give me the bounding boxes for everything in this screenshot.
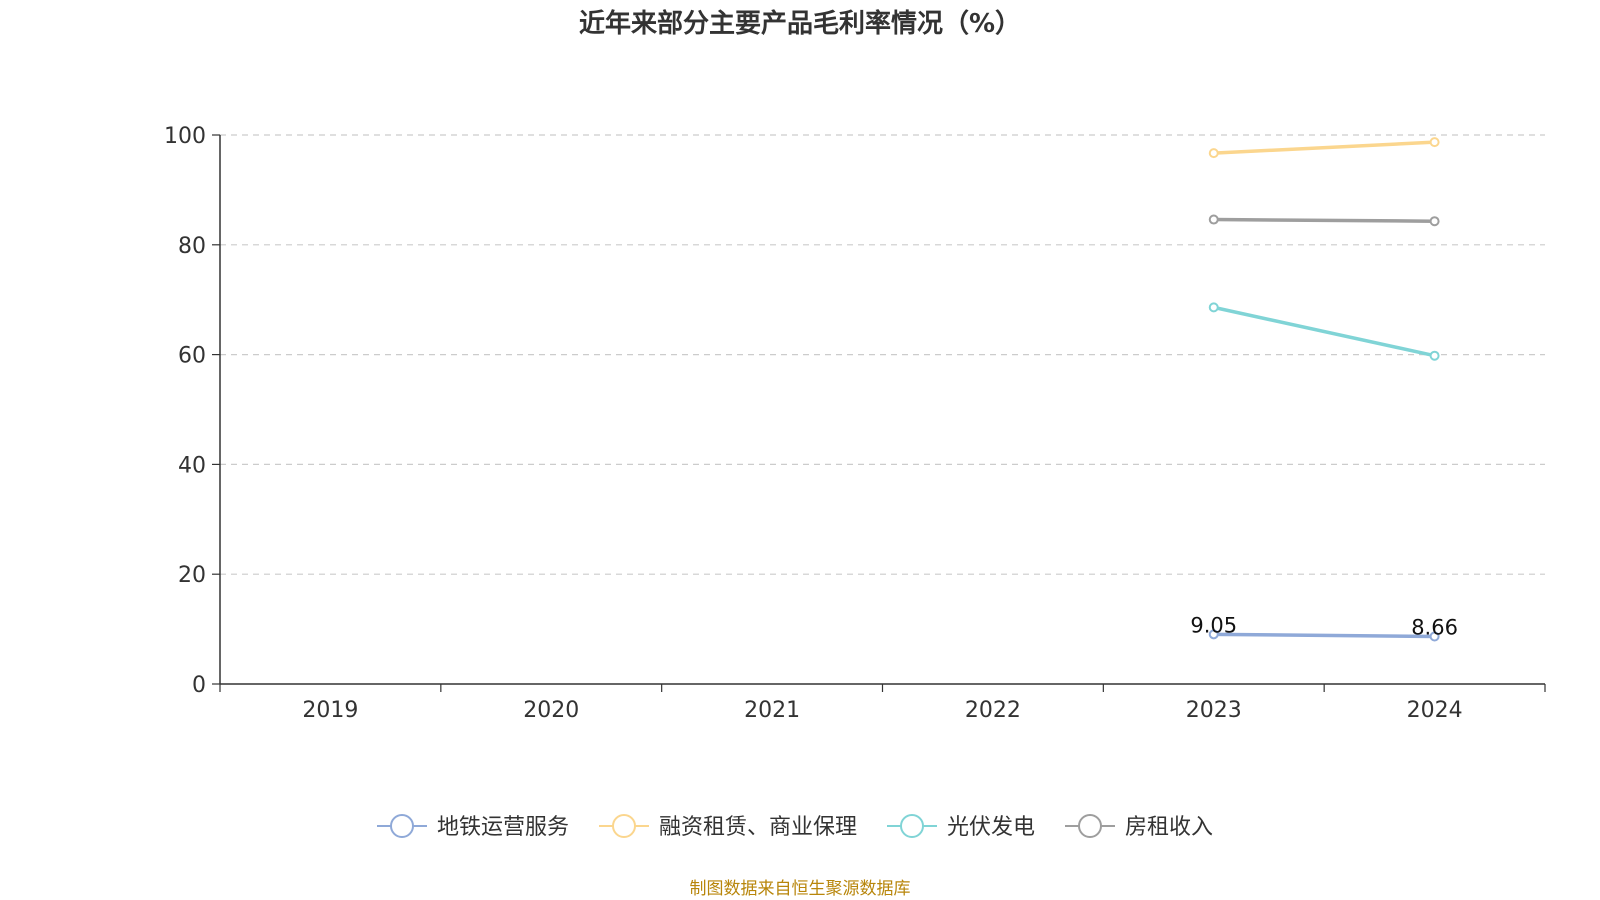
data-point-3-2023[interactable]: [1208, 214, 1219, 225]
y-tick-label-0: 0: [192, 673, 206, 698]
legend-swatch-marker-2: [900, 814, 924, 838]
series-group: 9.05 8.66: [1190, 137, 1458, 642]
data-point-2-2023[interactable]: [1208, 302, 1219, 313]
y-tick-label-80: 80: [178, 234, 206, 259]
series-1: [1208, 137, 1440, 159]
y-tick-label-20: 20: [178, 563, 206, 588]
y-tick-label-100: 100: [164, 124, 206, 149]
legend-swatch-marker-1: [612, 814, 636, 838]
axes: 0 20 40 60 80 100 2019 2020 2021 2022 2023 2024: [164, 124, 1546, 723]
legend-item-0[interactable]: 地铁运营服务: [377, 814, 569, 840]
series-line-3: [1213, 217, 1435, 223]
data-point-3-2024[interactable]: [1429, 216, 1440, 227]
legend-item-2[interactable]: 光伏发电: [887, 814, 1035, 840]
data-label-0-2024: 8.66: [1411, 615, 1458, 639]
x-tick-label-2020: 2020: [523, 698, 579, 723]
data-label-0-2023: 9.05: [1190, 613, 1237, 637]
x-tick-label-2019: 2019: [302, 698, 358, 723]
y-tick-label-60: 60: [178, 344, 206, 369]
legend-label-0: 地铁运营服务: [437, 815, 569, 840]
chart-title: 近年来部分主要产品毛利率情况（%）: [579, 8, 1021, 39]
legend-item-3[interactable]: 房租收入: [1065, 814, 1213, 840]
series-0: 9.05 8.66: [1190, 613, 1458, 642]
source-note: 制图数据来自恒生聚源数据库: [690, 879, 911, 899]
legend-item-1[interactable]: 融资租赁、商业保理: [599, 814, 857, 840]
legend-label-3: 房租收入: [1125, 815, 1213, 840]
series-line-1: [1213, 140, 1435, 155]
x-tick-label-2024: 2024: [1407, 698, 1463, 723]
data-point-2-2024[interactable]: [1429, 350, 1440, 361]
legend-label-2: 光伏发电: [947, 815, 1035, 840]
series-2: [1208, 302, 1440, 361]
data-point-1-2024[interactable]: [1429, 137, 1440, 148]
data-point-1-2023[interactable]: [1208, 148, 1219, 159]
series-line-0: [1213, 632, 1435, 639]
series-3: [1208, 214, 1440, 227]
grid-lines: [220, 134, 1545, 575]
x-tick-label-2022: 2022: [965, 698, 1021, 723]
data-point-0-2023[interactable]: [1208, 629, 1219, 640]
legend[interactable]: 地铁运营服务 融资租赁、商业保理 光伏发电 房租收入: [377, 814, 1213, 840]
y-tick-label-40: 40: [178, 453, 206, 478]
legend-swatch-marker-0: [390, 814, 414, 838]
series-line-2: [1213, 305, 1435, 358]
data-point-0-2024[interactable]: [1429, 631, 1440, 642]
legend-swatch-marker-3: [1078, 814, 1102, 838]
x-tick-label-2021: 2021: [744, 698, 800, 723]
legend-label-1: 融资租赁、商业保理: [659, 815, 857, 840]
x-tick-label-2023: 2023: [1186, 698, 1242, 723]
